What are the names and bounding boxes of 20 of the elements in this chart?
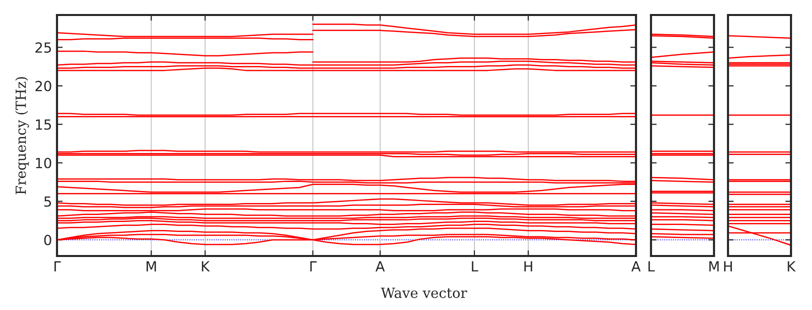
x-tick-label: K (788, 261, 796, 272)
x-tick-label: M (709, 261, 719, 272)
x-tick-label: H (724, 261, 732, 272)
x-tick-label: H (524, 261, 532, 272)
y-tick-label: 10 (36, 158, 52, 168)
y-tick-label: 20 (35, 80, 52, 92)
x-tick-label: L (472, 261, 478, 272)
y-tick-label: 5 (44, 196, 51, 207)
y-axis-title: Frequency (THz) (15, 77, 29, 194)
x-tick-label: M (146, 261, 156, 272)
x-axis-title: Wave vector (380, 288, 468, 298)
y-tick-label: 15 (36, 119, 51, 130)
x-tick-label: Γ (54, 261, 61, 272)
x-tick-label: L (648, 261, 655, 272)
y-tick-label: 0 (44, 234, 52, 246)
x-tick-label: A (631, 261, 641, 272)
x-tick-label: A (376, 261, 385, 272)
y-tick-label: 25 (35, 42, 51, 53)
x-tick-label: Γ (310, 261, 317, 272)
x-tick-label: K (202, 261, 210, 272)
